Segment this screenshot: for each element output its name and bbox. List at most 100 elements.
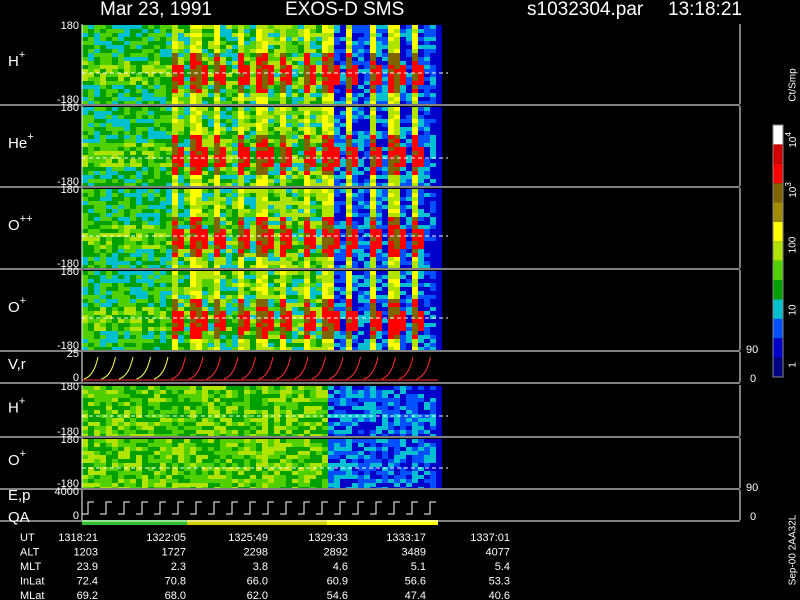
spectrogram-cell xyxy=(436,213,442,217)
spectrogram-cell xyxy=(394,245,400,249)
spectrogram-cell xyxy=(370,221,376,225)
spectrogram-cell xyxy=(148,81,154,85)
spectrogram-cell xyxy=(148,213,154,217)
spectrogram-cell xyxy=(232,107,238,111)
spectrogram-cell xyxy=(280,77,286,81)
spectrogram-cell xyxy=(394,299,400,303)
spectrogram-cell xyxy=(136,45,142,49)
spectrogram-cell xyxy=(142,97,148,101)
spectrogram-cell xyxy=(280,287,286,291)
spectrogram-cell xyxy=(346,89,352,93)
spectrogram-cell xyxy=(250,225,256,229)
spectrogram-cell xyxy=(184,249,190,253)
spectrogram-cell xyxy=(274,131,280,135)
spectrogram-cell xyxy=(172,189,178,193)
spectrogram-cell xyxy=(328,343,334,347)
spectrogram-cell xyxy=(358,311,364,315)
spectrogram-cell xyxy=(394,147,400,151)
spectrogram-cell xyxy=(304,49,310,53)
spectrogram-cell xyxy=(412,93,418,97)
spectrogram-cell xyxy=(268,111,274,115)
spectrogram-cell xyxy=(148,93,154,97)
spectrogram-cell xyxy=(280,209,286,213)
spectrogram-cell xyxy=(346,167,352,171)
spectrogram-cell xyxy=(346,311,352,315)
spectrogram-cell xyxy=(208,245,214,249)
spectrogram-cell xyxy=(286,123,292,127)
spectrogram-cell xyxy=(292,331,298,335)
spectrogram-cell xyxy=(364,49,370,53)
spectrogram-cell xyxy=(94,139,100,143)
spectrogram-cell xyxy=(244,179,250,183)
spectrogram-cell xyxy=(244,233,250,237)
spectrogram-cell xyxy=(214,101,220,104)
spectrogram-cell xyxy=(172,81,178,85)
spectrogram-cell xyxy=(262,245,268,249)
spectrogram-cell xyxy=(130,131,136,135)
spectrogram-cell xyxy=(82,135,88,139)
spectrogram-cell xyxy=(136,291,142,295)
spectrogram-cell xyxy=(226,241,232,245)
spectrogram-cell xyxy=(436,131,442,135)
spectrogram-cell xyxy=(364,159,370,163)
spectrogram-cell xyxy=(148,426,154,430)
spectrogram-cell xyxy=(268,143,274,147)
spectrogram-cell xyxy=(316,299,322,303)
spectrogram-cell xyxy=(154,115,160,119)
spectrogram-cell xyxy=(88,85,94,89)
spectrogram-cell xyxy=(112,189,118,193)
spectrogram-cell xyxy=(178,257,184,261)
spectrogram-cell xyxy=(196,287,202,291)
spectrogram-cell xyxy=(328,179,334,183)
spectrogram-cell xyxy=(112,426,118,430)
spectrogram-cell xyxy=(100,33,106,37)
spectrogram-cell xyxy=(112,61,118,65)
spectrogram-cell xyxy=(400,41,406,45)
spectrogram-cell xyxy=(208,331,214,335)
spectrogram-cell xyxy=(316,61,322,65)
spectrogram-cell xyxy=(250,265,256,268)
spectrogram-cell xyxy=(274,77,280,81)
spectrogram-cell xyxy=(244,261,250,265)
spectrogram-cell xyxy=(112,394,118,398)
spectrogram-cell xyxy=(184,101,190,104)
spectrogram-cell xyxy=(370,167,376,171)
spectrogram-cell xyxy=(412,299,418,303)
spectrogram-cell xyxy=(154,299,160,303)
spectrogram-cell xyxy=(406,233,412,237)
spectrogram-cell xyxy=(154,171,160,175)
spectrogram-cell xyxy=(322,249,328,253)
spectrogram-cell xyxy=(136,287,142,291)
spectrogram-cell xyxy=(304,107,310,111)
spectrogram-cell xyxy=(208,119,214,123)
spectrogram-cell xyxy=(172,49,178,53)
spectrogram-cell xyxy=(382,175,388,179)
spectrogram-cell xyxy=(400,115,406,119)
spectrogram-cell xyxy=(250,183,256,186)
spectrogram-cell xyxy=(214,279,220,283)
spectrogram-cell xyxy=(418,127,424,131)
spectrogram-cell xyxy=(358,287,364,291)
spectrogram-cell xyxy=(88,131,94,135)
spectrogram-cell xyxy=(244,77,250,81)
spectrogram-cell xyxy=(136,155,142,159)
spectrogram-cell xyxy=(142,65,148,69)
spectrogram-cell xyxy=(88,163,94,167)
spectrogram-cell xyxy=(166,25,172,29)
spectrogram-cell xyxy=(220,163,226,167)
spectrogram-cell xyxy=(280,237,286,241)
spectrogram-cell xyxy=(166,61,172,65)
spectrogram-cell xyxy=(424,97,430,101)
spectrogram-cell xyxy=(100,147,106,151)
spectrogram-cell xyxy=(142,253,148,257)
spectrogram-cell xyxy=(394,307,400,311)
spectrogram-cell xyxy=(82,241,88,245)
spectrogram-cell xyxy=(220,347,226,350)
spectrogram-cell xyxy=(286,253,292,257)
spectrogram-cell xyxy=(334,319,340,323)
spectrogram-cell xyxy=(340,41,346,45)
spectrogram-cell xyxy=(280,159,286,163)
spectrogram-cell xyxy=(238,175,244,179)
spectrogram-cell xyxy=(346,81,352,85)
spectrogram-cell xyxy=(280,147,286,151)
